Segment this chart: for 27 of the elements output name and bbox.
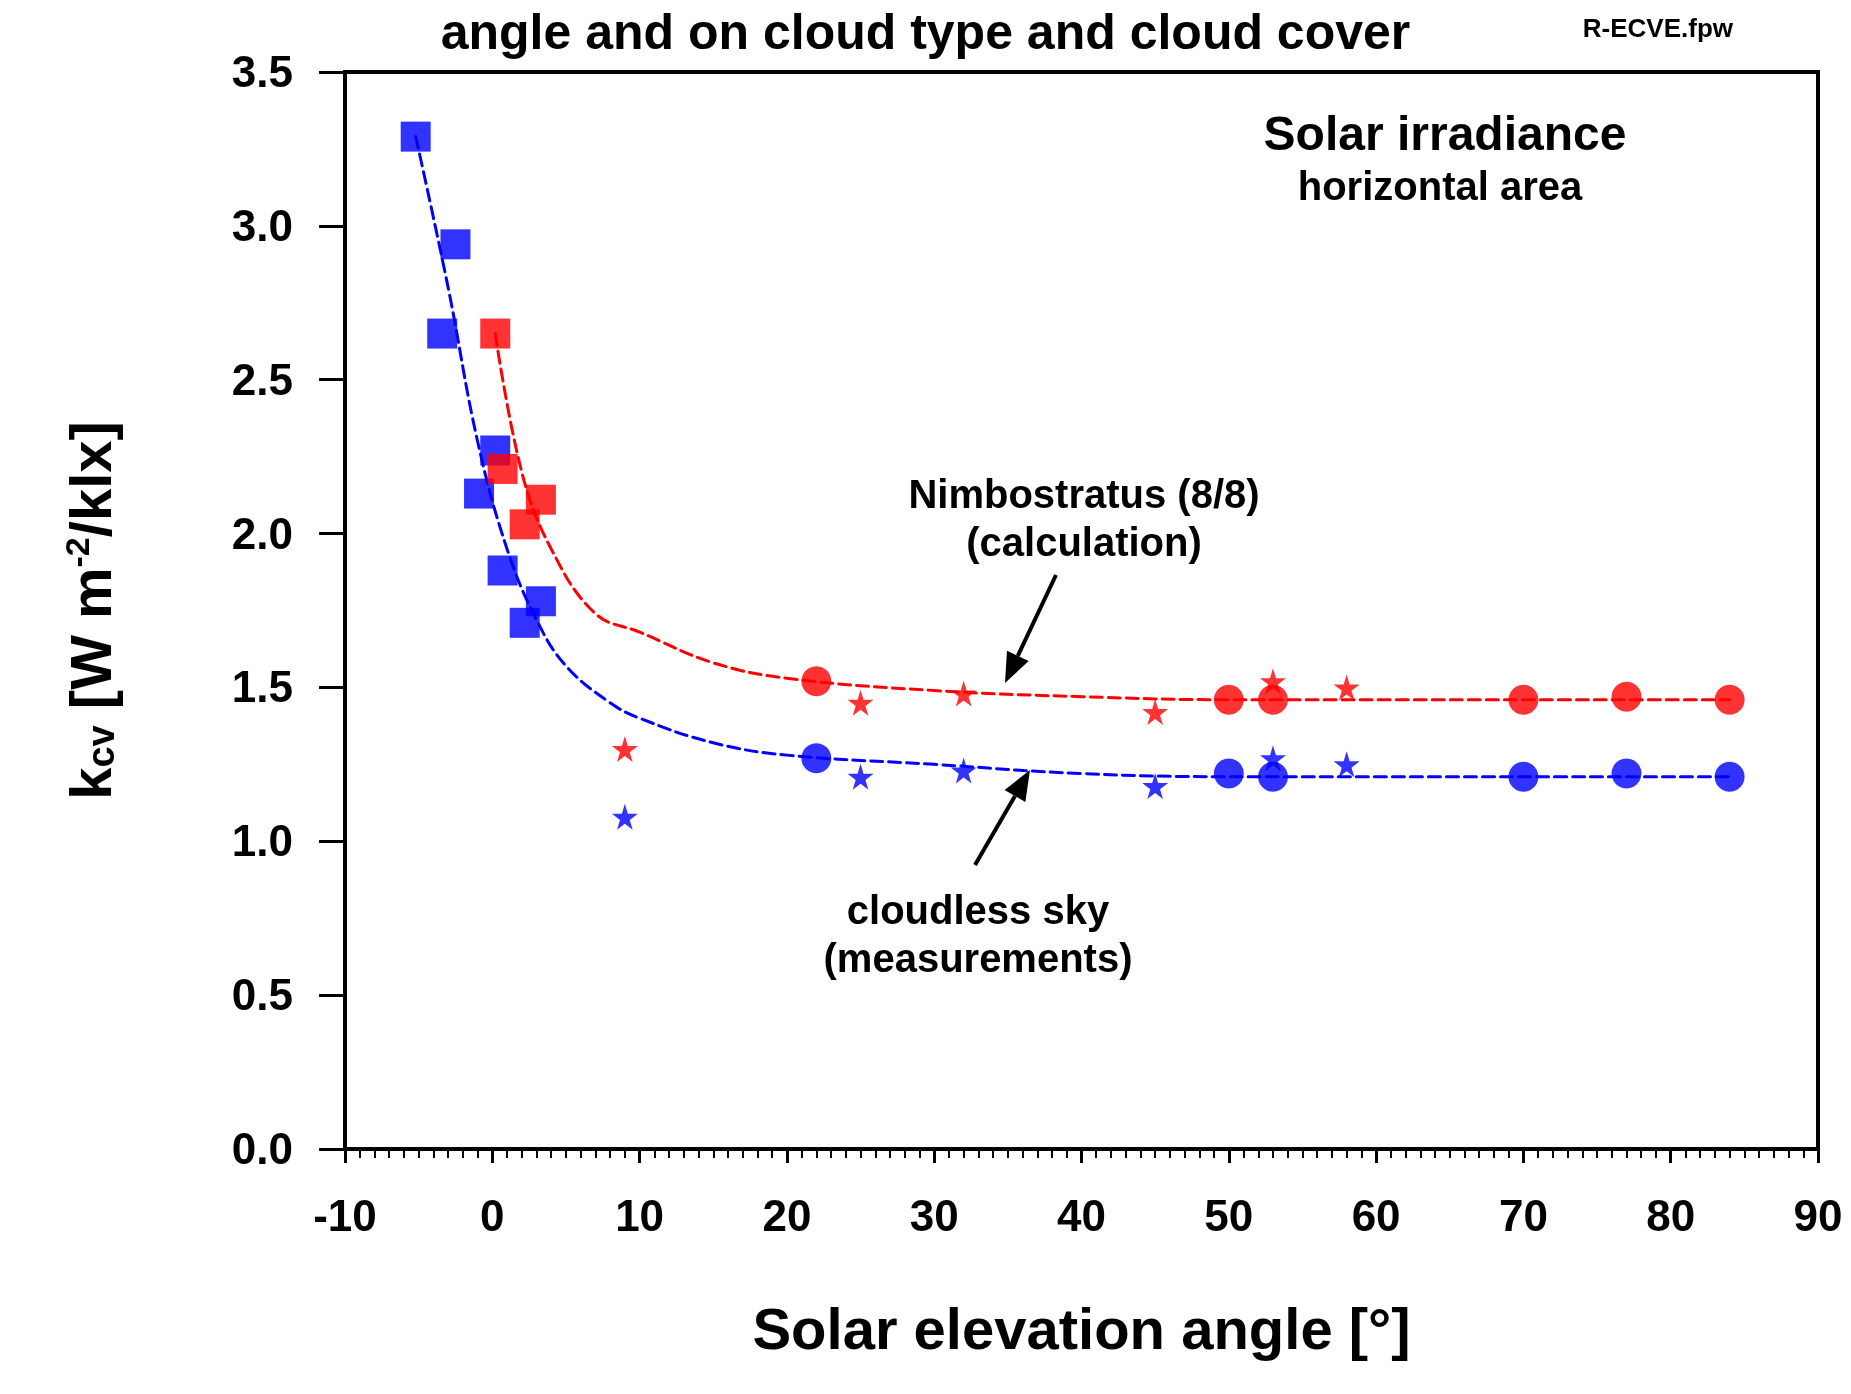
y-tick-label: 3.0	[231, 200, 293, 251]
x-tick-label: 30	[909, 1190, 959, 1240]
x-tick-label: 70	[1498, 1190, 1548, 1240]
x-tick-label: 90	[1793, 1190, 1843, 1240]
annotation: Nimbostratus (8/8) (calculation)	[908, 472, 1260, 564]
x-tick-label: 50	[1204, 1190, 1254, 1240]
y-tick-label: 0.5	[231, 970, 293, 1021]
x-axis-title: Solar elevation angle [°]	[752, 1295, 1411, 1361]
x-tick-label: 10	[615, 1190, 665, 1240]
y-tick-label: 2.0	[231, 508, 293, 559]
y-tick-label: 0.0	[231, 1124, 293, 1174]
x-tick-label: 40	[1057, 1190, 1106, 1240]
annotation: horizontal area	[1297, 164, 1584, 208]
annotation: Solar irradiance	[1263, 107, 1627, 161]
x-tick-label: 60	[1351, 1190, 1401, 1240]
annotation: cloudless sky (measurements)	[823, 888, 1133, 980]
x-tick-label: 20	[762, 1190, 812, 1240]
y-tick-label: 2.5	[231, 354, 293, 405]
y-tick-label: 1.0	[231, 816, 293, 867]
x-tick-label: 0	[480, 1190, 505, 1240]
chart-title: angle and on cloud type and cloud cover	[440, 4, 1411, 60]
text: R-ECVE.fpw	[1582, 12, 1734, 43]
x-tick-label: 80	[1646, 1190, 1696, 1240]
y-tick-label: 1.5	[231, 662, 293, 713]
y-axis-title: kcv [W m-2/klx]	[57, 421, 123, 800]
y-tick-label: 3.5	[231, 47, 293, 97]
x-tick-label: -10	[313, 1190, 377, 1240]
